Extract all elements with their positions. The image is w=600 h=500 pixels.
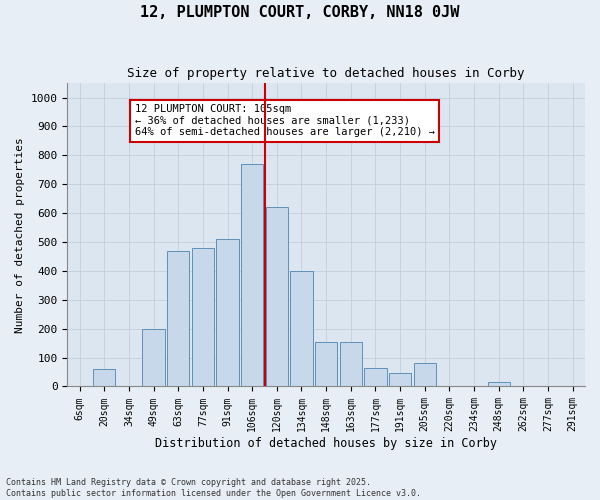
Bar (290, 271, 313, 386)
Bar (488, 382, 510, 386)
Bar (364, 368, 386, 386)
Bar (241, 164, 263, 386)
Bar (413, 364, 436, 386)
X-axis label: Distribution of detached houses by size in Corby: Distribution of detached houses by size … (155, 437, 497, 450)
Bar (192, 248, 214, 386)
Bar (167, 250, 190, 386)
Text: 12 PLUMPTON COURT: 105sqm
← 36% of detached houses are smaller (1,233)
64% of se: 12 PLUMPTON COURT: 105sqm ← 36% of detac… (134, 104, 434, 138)
Bar (340, 342, 362, 386)
Bar (315, 342, 337, 386)
Bar (266, 208, 288, 386)
Text: Contains HM Land Registry data © Crown copyright and database right 2025.
Contai: Contains HM Land Registry data © Crown c… (6, 478, 421, 498)
Y-axis label: Number of detached properties: Number of detached properties (15, 137, 25, 332)
Bar (217, 239, 239, 386)
Title: Size of property relative to detached houses in Corby: Size of property relative to detached ho… (127, 68, 525, 80)
Bar (142, 328, 164, 386)
Text: 12, PLUMPTON COURT, CORBY, NN18 0JW: 12, PLUMPTON COURT, CORBY, NN18 0JW (140, 5, 460, 20)
Bar (93, 369, 115, 386)
Bar (389, 374, 411, 386)
